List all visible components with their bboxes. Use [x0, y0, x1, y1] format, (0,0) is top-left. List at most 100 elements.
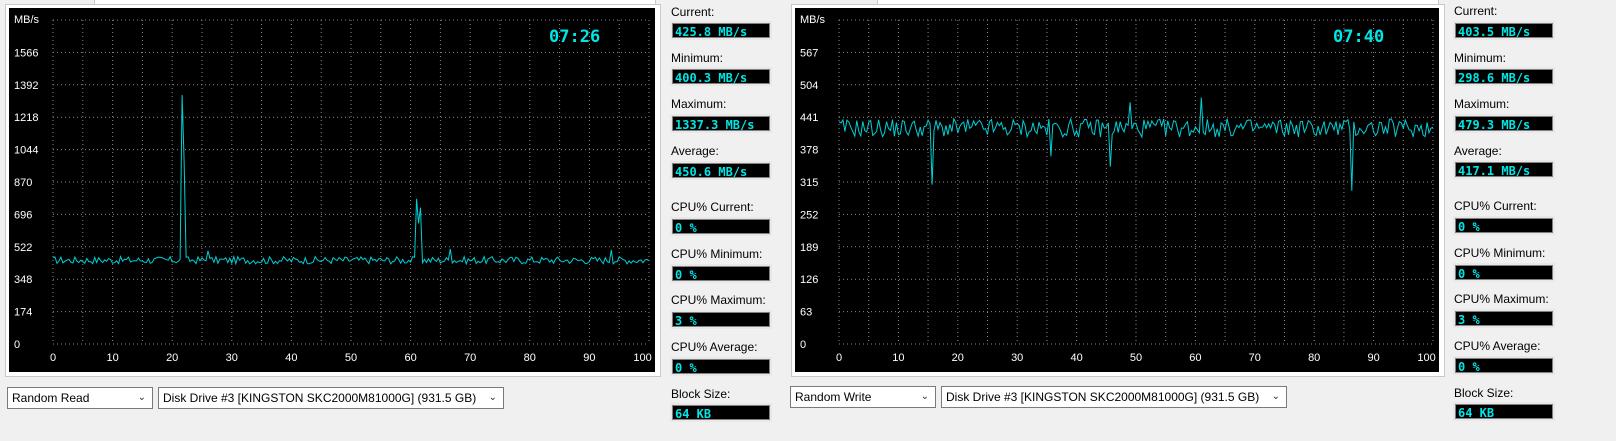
test-type-value: Random Read: [12, 391, 90, 405]
chevron-down-icon: ⌄: [137, 392, 146, 403]
x-tick-label: 60: [404, 352, 416, 364]
x-tick-label: 30: [226, 352, 238, 364]
drive-value: Disk Drive #3 [KINGSTON SKC2000M81000G] …: [163, 391, 477, 405]
y-tick-label: 567: [800, 47, 818, 59]
write-panel: MB/s 567 504 441 378 315 252 189 126 63 0 0 10 20 30 40…: [783, 0, 1616, 441]
y-tick-label: 63: [800, 307, 812, 319]
maximum-label: Maximum:: [1454, 97, 1510, 111]
cpu-maximum-value: 3 %: [1453, 309, 1555, 328]
cpu-minimum-label: CPU% Minimum:: [671, 247, 763, 261]
current-value: 425.8 MB/s: [670, 21, 772, 40]
y-tick-label: 189: [800, 242, 818, 254]
current-label: Current:: [671, 5, 715, 19]
y-tick-label: 378: [800, 145, 818, 157]
maximum-label: Maximum:: [671, 97, 727, 111]
y-tick-label: 0: [800, 339, 806, 351]
drive-select[interactable]: Disk Drive #3 [KINGSTON SKC2000M81000G] …: [158, 387, 504, 409]
y-tick-label: 870: [14, 177, 32, 189]
graph-frame: MB/s 1566 1392 1218 1044 870 696 522 348 174 0 0 10 2…: [5, 4, 661, 377]
y-axis-unit: MB/s: [14, 14, 40, 26]
block-size-label: Block Size:: [671, 387, 731, 401]
current-value: 403.5 MB/s: [1453, 21, 1555, 40]
x-tick-label: 100 %: [1417, 352, 1439, 364]
x-tick-label: 10: [892, 352, 904, 364]
test-type-select[interactable]: Random Read ⌄: [7, 387, 153, 409]
graph-frame: MB/s 567 504 441 378 315 252 189 126 63 0 0 10 20 30 40…: [791, 4, 1445, 377]
average-value: 417.1 MB/s: [1453, 160, 1555, 179]
y-tick-label: 441: [800, 112, 818, 124]
cpu-current-value: 0 %: [670, 217, 772, 236]
drive-value: Disk Drive #3 [KINGSTON SKC2000M81000G] …: [946, 390, 1260, 404]
x-tick-label: 40: [285, 352, 297, 364]
graph-tab-edge: [94, 0, 656, 5]
x-tick-label: 40: [1070, 352, 1082, 364]
x-tick-label: 100 %: [633, 352, 655, 364]
x-tick-label: 80: [524, 352, 536, 364]
x-tick-label: 50: [1130, 352, 1142, 364]
cpu-maximum-label: CPU% Maximum:: [1454, 292, 1549, 306]
y-tick-label: 174: [14, 307, 32, 319]
x-tick-label: 20: [952, 352, 964, 364]
cpu-maximum-label: CPU% Maximum:: [671, 293, 766, 307]
block-size-label: Block Size:: [1454, 386, 1514, 400]
x-tick-label: 10: [106, 352, 118, 364]
y-tick-label: 348: [14, 274, 32, 286]
read-panel: MB/s 1566 1392 1218 1044 870 696 522 348 174 0 0 10 2…: [0, 0, 790, 441]
cpu-average-label: CPU% Average:: [1454, 339, 1541, 353]
x-tick-label: 70: [1249, 352, 1261, 364]
speed-graph: MB/s 1566 1392 1218 1044 870 696 522 348 174 0 0 10 2…: [9, 8, 655, 372]
y-tick-label: 0: [14, 339, 20, 351]
maximum-value: 479.3 MB/s: [1453, 114, 1555, 133]
y-tick-label: 315: [800, 177, 818, 189]
y-axis-unit: MB/s: [800, 14, 826, 26]
x-tick-label: 90: [1367, 352, 1379, 364]
cpu-current-value: 0 %: [1453, 216, 1555, 235]
drive-select[interactable]: Disk Drive #3 [KINGSTON SKC2000M81000G] …: [941, 386, 1287, 408]
x-tick-label: 70: [464, 352, 476, 364]
x-tick-label: 90: [583, 352, 595, 364]
maximum-value: 1337.3 MB/s: [670, 114, 772, 133]
y-tick-label: 252: [800, 209, 818, 221]
block-size-value: 64 KB: [670, 403, 772, 422]
cpu-current-label: CPU% Current:: [1454, 199, 1537, 213]
minimum-value: 298.6 MB/s: [1453, 67, 1555, 86]
minimum-value: 400.3 MB/s: [670, 67, 772, 86]
graph-svg: MB/s 1566 1392 1218 1044 870 696 522 348 174 0 0 10 2…: [14, 14, 655, 364]
x-tick-label: 30: [1011, 352, 1023, 364]
chevron-down-icon: ⌄: [488, 392, 497, 403]
elapsed-time: 07:40: [1333, 27, 1384, 47]
cpu-minimum-value: 0 %: [1453, 263, 1555, 282]
x-tick-label: 20: [166, 352, 178, 364]
current-label: Current:: [1454, 4, 1498, 18]
cpu-minimum-label: CPU% Minimum:: [1454, 246, 1546, 260]
y-tick-label: 1044: [14, 145, 38, 157]
y-tick-label: 1218: [14, 112, 38, 124]
graph-svg: MB/s 567 504 441 378 315 252 189 126 63 0 0 10 20 30 40…: [800, 14, 1439, 364]
x-tick-label: 0: [836, 352, 842, 364]
average-label: Average:: [1454, 144, 1502, 158]
y-tick-label: 696: [14, 209, 32, 221]
average-label: Average:: [671, 144, 719, 158]
chevron-down-icon: ⌄: [920, 391, 929, 402]
speed-graph: MB/s 567 504 441 378 315 252 189 126 63 0 0 10 20 30 40…: [795, 8, 1439, 372]
test-type-select[interactable]: Random Write ⌄: [790, 386, 936, 408]
minimum-label: Minimum:: [1454, 51, 1507, 65]
y-tick-label: 1392: [14, 80, 38, 92]
cpu-average-label: CPU% Average:: [671, 340, 758, 354]
block-size-value: 64 KB: [1453, 402, 1555, 421]
cpu-current-label: CPU% Current:: [671, 200, 754, 214]
x-tick-label: 80: [1308, 352, 1320, 364]
minimum-label: Minimum:: [671, 51, 724, 65]
throughput-series-line: [52, 94, 650, 266]
elapsed-time: 07:26: [549, 27, 600, 47]
y-tick-label: 126: [800, 274, 818, 286]
cpu-average-value: 0 %: [1453, 356, 1555, 375]
y-tick-label: 1566: [14, 47, 38, 59]
x-tick-label: 0: [50, 352, 56, 364]
x-tick-label: 50: [345, 352, 357, 364]
chevron-down-icon: ⌄: [1271, 391, 1280, 402]
test-type-value: Random Write: [795, 390, 872, 404]
x-tick-label: 60: [1189, 352, 1201, 364]
cpu-minimum-value: 0 %: [670, 264, 772, 283]
cpu-maximum-value: 3 %: [670, 310, 772, 329]
